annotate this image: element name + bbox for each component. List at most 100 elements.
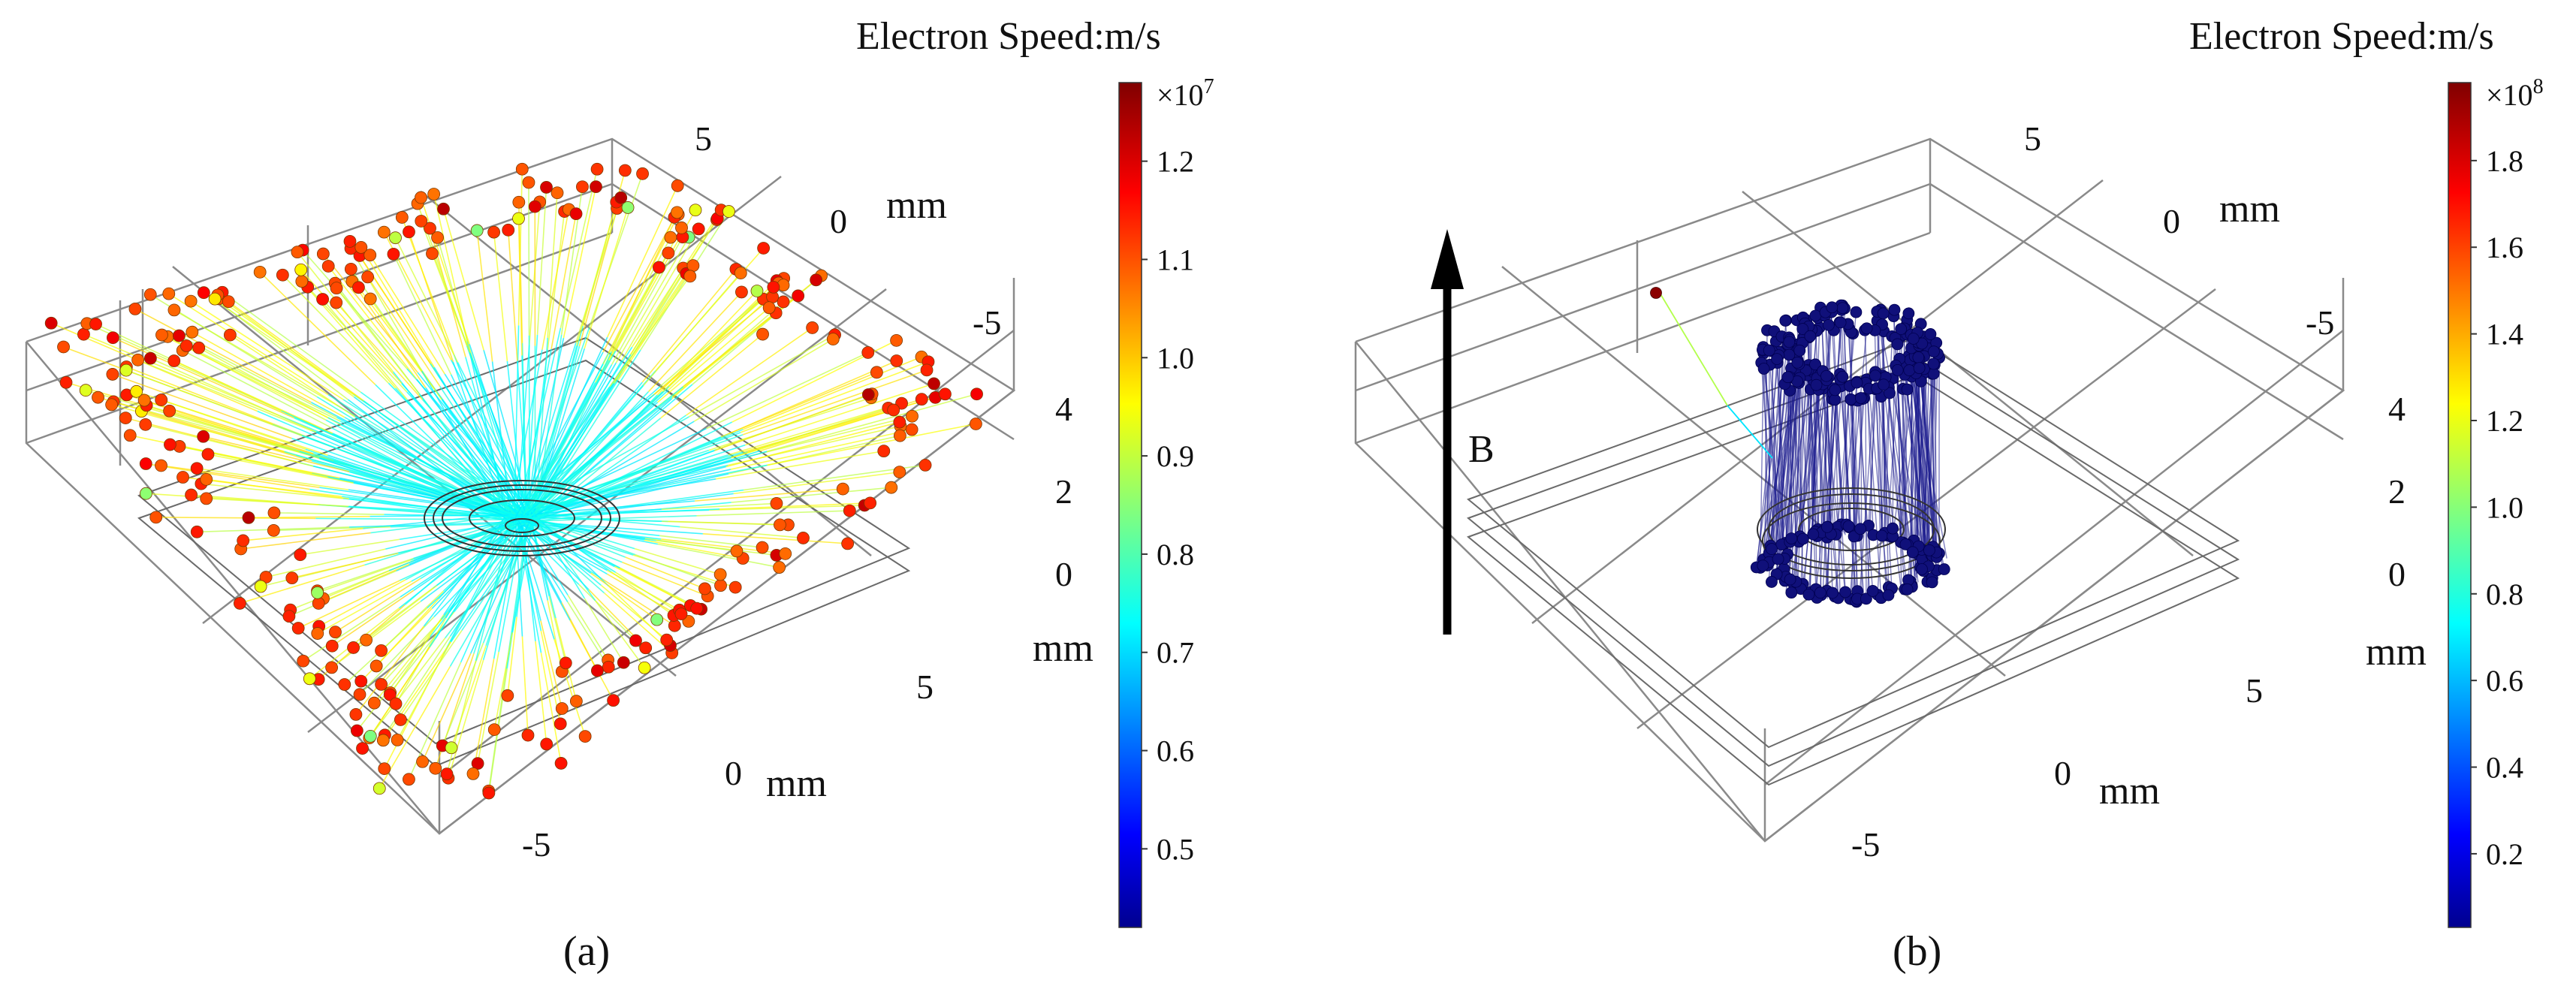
- particle: [276, 268, 289, 282]
- trajectory-segment: [416, 378, 526, 518]
- panel-b-y-axis-label: mm: [2219, 188, 2280, 231]
- particle: [540, 737, 554, 751]
- particle: [528, 200, 541, 213]
- particle: [356, 742, 369, 755]
- trajectory-segment: [1848, 328, 1868, 526]
- trajectory-segment: [465, 357, 510, 515]
- trajectory-segment: [393, 254, 452, 375]
- particle: [426, 247, 439, 261]
- particle: [389, 697, 403, 710]
- particle: [590, 180, 602, 194]
- trajectory-segment: [360, 246, 435, 368]
- particle: [540, 181, 553, 194]
- trajectory-segment: [201, 483, 343, 499]
- particle: [403, 225, 415, 239]
- trajectory-segment: [397, 641, 451, 740]
- trajectory-segment: [441, 399, 530, 523]
- particle: [105, 398, 119, 412]
- trajectory-segment: [312, 453, 520, 520]
- particle: [1924, 328, 1937, 340]
- particle: [424, 222, 436, 235]
- trajectory-segment: [621, 228, 699, 361]
- particle: [569, 207, 583, 221]
- particle: [690, 602, 704, 615]
- trajectory-segment: [510, 416, 689, 518]
- particle: [89, 318, 102, 330]
- particle: [686, 259, 700, 273]
- particle: [254, 580, 267, 593]
- particle: [653, 261, 665, 274]
- trajectory-segment: [291, 552, 399, 579]
- particle: [350, 724, 363, 737]
- trajectory-segment: [521, 636, 529, 736]
- particle: [285, 571, 299, 585]
- trajectory-segment: [98, 396, 285, 452]
- trajectory-segment: [335, 577, 421, 633]
- trajectory-segment: [578, 583, 637, 641]
- trajectory-segment: [641, 268, 737, 383]
- particle: [291, 246, 304, 259]
- particle: [201, 448, 215, 461]
- particle: [233, 597, 246, 610]
- trajectory-segment: [485, 520, 529, 647]
- trajectory-segment: [265, 548, 386, 578]
- trajectory-segment: [535, 508, 720, 517]
- trajectory-segment: [448, 659, 484, 779]
- trajectory-segment: [1659, 292, 1728, 406]
- particle: [1757, 559, 1769, 572]
- particle: [1802, 588, 1815, 601]
- trajectory-segment: [318, 579, 406, 627]
- particle: [806, 321, 819, 334]
- panel-a-x-tick-5: 5: [916, 668, 934, 706]
- trajectory-segment: [528, 518, 626, 558]
- panel-b-box: [1354, 137, 2345, 843]
- colorbar-tick-label: 1.0: [2486, 490, 2523, 524]
- trajectory-segment: [1796, 370, 1807, 590]
- particle: [343, 234, 357, 248]
- trajectory-segment: [1904, 374, 1929, 567]
- particle: [890, 354, 903, 367]
- trajectory-segment: [640, 211, 730, 351]
- trajectory-segment: [1727, 405, 1773, 459]
- trajectory-segment: [207, 454, 354, 484]
- particle: [1766, 543, 1778, 555]
- particle: [618, 164, 632, 177]
- particle: [621, 201, 635, 214]
- trajectory-segment: [547, 192, 558, 338]
- trajectory-segment: [576, 201, 617, 346]
- trajectory-segment: [493, 517, 520, 659]
- particle: [1836, 302, 1849, 315]
- panel-a-x-axis-label: mm: [766, 762, 827, 805]
- trajectory-segment: [399, 521, 524, 581]
- trajectory-segment: [521, 355, 527, 523]
- trajectory-segment: [370, 514, 518, 517]
- field-arrow-b: [1431, 229, 1464, 635]
- trajectory-segment: [421, 370, 510, 521]
- trajectory-segment: [511, 351, 604, 523]
- trajectory-segment: [733, 471, 900, 495]
- trajectory-segment: [297, 252, 394, 372]
- particle: [282, 610, 296, 623]
- particle: [1888, 303, 1901, 316]
- particle: [890, 333, 903, 347]
- particle: [550, 186, 564, 200]
- trajectory-segment: [615, 571, 682, 615]
- particle: [636, 167, 649, 180]
- particle: [370, 659, 383, 673]
- particle: [797, 532, 810, 544]
- panel-b-z-tick-0: 0: [2388, 555, 2406, 593]
- trajectory-segment: [530, 348, 585, 522]
- trajectory-segment: [656, 290, 758, 396]
- trajectory-segment: [197, 467, 348, 490]
- particle: [905, 423, 918, 436]
- trajectory-segment: [615, 237, 689, 363]
- particle: [162, 287, 176, 300]
- trajectory-segment: [366, 276, 441, 387]
- particle: [662, 246, 675, 260]
- particle: [1913, 362, 1926, 375]
- particle: [617, 656, 630, 669]
- particle: [237, 534, 250, 547]
- particle: [200, 492, 213, 505]
- particle: [1822, 318, 1835, 331]
- trajectory-segment: [742, 356, 922, 430]
